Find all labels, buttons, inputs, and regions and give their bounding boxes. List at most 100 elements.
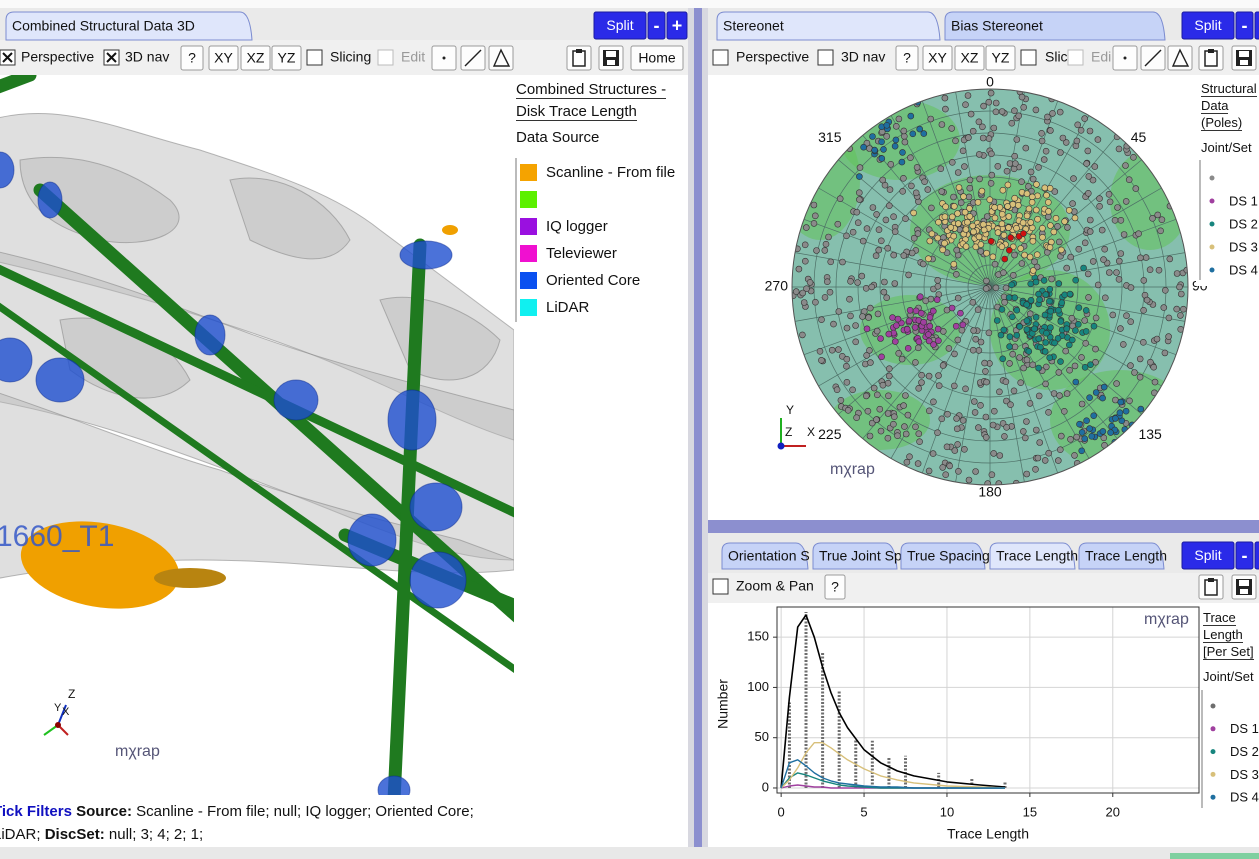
pole [916,339,922,345]
pole [1152,379,1158,385]
plus-button[interactable] [1255,542,1259,569]
pole [1072,363,1078,369]
button-label[interactable]: Split [1194,547,1221,563]
pole [1174,271,1180,277]
pole [1116,146,1122,152]
button-label[interactable]: Home [638,50,676,66]
pole [880,177,886,183]
button-label[interactable]: - [1242,545,1248,565]
pole [1018,380,1024,386]
checkbox[interactable] [1068,50,1083,65]
pole [1043,148,1049,154]
pole [949,305,955,311]
pole [955,295,961,301]
pole [860,314,866,320]
legend-label: DS 3 [1229,239,1258,254]
checkbox[interactable] [818,50,833,65]
tab-label[interactable]: Trace Length [996,548,1078,564]
button-label[interactable]: YZ [278,50,296,66]
pole [893,123,899,129]
azimuth-label: 45 [1131,129,1147,145]
pole [1039,130,1045,136]
pole [915,461,921,467]
legend-label: DS 3 [1230,767,1259,782]
pole [1116,258,1122,264]
button-label[interactable]: - [654,15,660,35]
pole [885,435,891,441]
button-label[interactable]: ? [903,50,911,66]
pole [1042,349,1048,355]
pole [1012,252,1018,258]
button-label[interactable]: ? [188,50,196,66]
pole [1126,177,1132,183]
button-label[interactable]: XZ [961,50,979,66]
pole [1137,356,1143,362]
checkbox[interactable] [713,50,728,65]
pole [1141,307,1147,313]
y-tick-label: 50 [755,729,769,744]
plus-button[interactable] [1255,12,1259,39]
pole [896,350,902,356]
button-label[interactable]: Split [1194,17,1221,33]
button-label[interactable]: Split [606,17,633,33]
checkbox[interactable] [1021,50,1036,65]
pole [959,327,965,333]
pole [984,250,990,256]
pole [983,286,989,292]
checkbox[interactable] [378,50,393,65]
pole [943,204,949,210]
pole [1010,351,1016,357]
pole [980,135,986,141]
pole [867,305,873,311]
y-tick-label: 150 [747,629,769,644]
button-label[interactable]: - [1242,15,1248,35]
pole [1064,265,1070,271]
tab-label[interactable]: Orientation S [728,548,810,564]
pole [1036,291,1042,297]
tab-label[interactable]: Trace Length [1085,548,1167,564]
tab-label[interactable]: True Spacing [907,548,990,564]
pole [1166,334,1172,340]
pole [1159,217,1165,223]
pole [1043,292,1049,298]
pole [942,240,948,246]
pole [996,389,1002,395]
button-label[interactable]: + [672,15,683,35]
pole [921,319,927,325]
tab-label[interactable]: Bias Stereonet [951,18,1043,34]
pole [994,318,1000,324]
checkbox[interactable] [307,50,322,65]
pole [1001,327,1007,333]
pole [1162,350,1168,356]
button-label[interactable]: YZ [992,50,1010,66]
pole [1014,332,1020,338]
pole [963,386,969,392]
icon [443,57,446,60]
checkbox[interactable] [713,579,728,594]
pole [1083,340,1089,346]
pole [1030,238,1036,244]
pole [939,122,945,128]
pole [1049,276,1055,282]
pole [1070,201,1076,207]
pole [928,116,934,122]
button-label[interactable]: XY [214,50,233,66]
pole [1166,315,1172,321]
pole [1114,381,1120,387]
pole [1060,135,1066,141]
pole [1034,252,1040,258]
button-label[interactable]: XY [928,50,947,66]
pole [977,176,983,182]
pole [1115,205,1121,211]
pole [1087,426,1093,432]
pole [961,164,967,170]
pole [855,220,861,226]
tab-label[interactable]: Combined Structural Data 3D [12,18,195,34]
pole [856,174,862,180]
tab-label[interactable]: True Joint Sp [819,548,902,564]
button-label[interactable]: XZ [247,50,265,66]
button-label[interactable]: ? [831,579,839,595]
pole [1012,161,1018,167]
tab-label[interactable]: Stereonet [723,18,784,34]
pole [1012,344,1018,350]
